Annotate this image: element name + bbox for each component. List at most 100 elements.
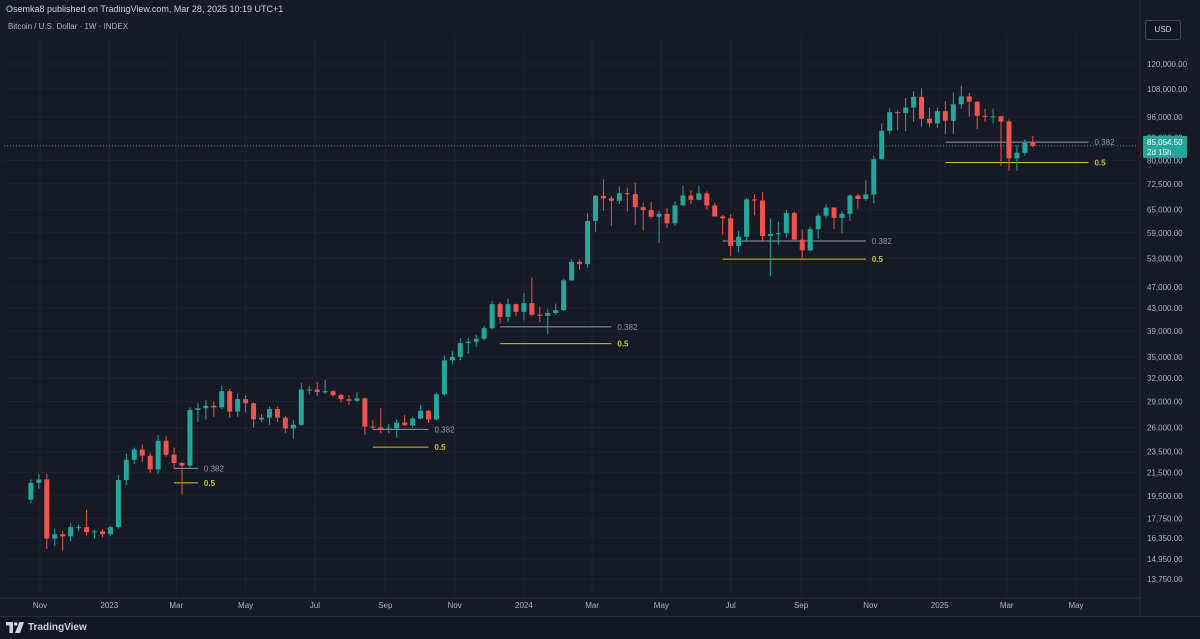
candlestick-chart[interactable]: Nov 2023 Mar May Jul Sep Nov 2024 Mar May Jul Sep No… <box>0 0 1200 616</box>
y-tick-label: 108,000.00 <box>1147 85 1188 94</box>
currency-selector[interactable]: USD <box>1145 20 1181 40</box>
candle-body <box>720 216 726 219</box>
last-price-label: 85,054.50 <box>1147 138 1183 147</box>
fib-level-label: 0.5 <box>435 443 447 452</box>
candle-body <box>68 527 74 537</box>
candle-body <box>648 210 654 217</box>
candle-body <box>60 534 66 537</box>
x-tick-label: Mar <box>1000 601 1014 610</box>
y-tick-label: 29,000.00 <box>1147 398 1183 407</box>
candle-body <box>600 195 606 199</box>
candle-body <box>998 116 1004 122</box>
y-tick-label: 21,500.00 <box>1147 469 1183 478</box>
candle-body <box>227 391 233 412</box>
candle-body <box>282 417 288 429</box>
candle-body <box>1006 121 1012 159</box>
candle-body <box>1014 152 1020 159</box>
y-tick-label: 14,950.00 <box>1147 555 1183 564</box>
candle-body <box>465 341 471 344</box>
x-tick-label: Nov <box>448 601 462 610</box>
candle-body <box>354 398 360 401</box>
fib-level-label: 0.5 <box>872 255 884 264</box>
candle-body <box>36 479 42 483</box>
candle-body <box>783 213 789 234</box>
symbol-legend[interactable]: Bitcoin / U.S. Dollar · 1W · INDEX <box>8 22 129 31</box>
fib-level-label: 0.5 <box>1094 158 1106 167</box>
candle-body <box>656 213 662 217</box>
candle-body <box>672 205 678 224</box>
y-tick-label: 120,000.00 <box>1147 60 1188 69</box>
y-tick-label: 13,750.00 <box>1147 575 1183 584</box>
tradingview-logo-icon <box>6 622 24 633</box>
candle-body <box>950 104 956 121</box>
candle-body <box>378 427 384 430</box>
y-tick-label: 59,000.00 <box>1147 229 1183 238</box>
x-tick-label: Nov <box>33 601 47 610</box>
candle-body <box>990 116 996 118</box>
candle-body <box>712 205 718 217</box>
x-tick-label: 2023 <box>100 601 118 610</box>
fib-level-label: 0.382 <box>617 323 638 332</box>
candle-body <box>402 422 408 426</box>
y-tick-label: 96,000.00 <box>1147 113 1183 122</box>
candle-body <box>982 115 988 117</box>
candle-body <box>919 96 925 119</box>
candle-body <box>370 426 376 428</box>
candle-body <box>235 399 241 412</box>
candle-body <box>195 408 201 410</box>
candle-body <box>243 399 249 404</box>
candle-body <box>537 314 543 316</box>
publisher-caption: Osemka8 published on TradingView.com, Ma… <box>6 4 284 14</box>
candle-body <box>1030 142 1036 146</box>
fib-level-label: 0.5 <box>617 340 629 349</box>
y-tick-label: 16,350.00 <box>1147 534 1183 543</box>
candle-body <box>871 159 877 195</box>
candle-body <box>664 213 670 224</box>
candle-body <box>481 328 487 339</box>
candle-body <box>911 96 917 108</box>
fib-level-label: 0.382 <box>435 425 456 434</box>
candle-body <box>1022 142 1028 153</box>
candle-body <box>52 534 58 539</box>
y-tick-label: 53,000.00 <box>1147 254 1183 263</box>
chart-header: Osemka8 published on TradingView.com, Ma… <box>0 0 1200 20</box>
candle-body <box>266 409 272 418</box>
candle-body <box>799 239 805 251</box>
candle-body <box>505 304 511 317</box>
candle-body <box>974 101 980 116</box>
candle-body <box>28 482 34 500</box>
fib-level-label: 0.382 <box>1094 138 1115 147</box>
candle-body <box>211 405 217 408</box>
candle-body <box>163 440 169 455</box>
candle-body <box>203 405 209 409</box>
candle-body <box>831 207 837 218</box>
y-tick-label: 35,000.00 <box>1147 353 1183 362</box>
candle-body <box>418 410 424 419</box>
candle-body <box>807 229 813 251</box>
candle-body <box>704 193 710 206</box>
candle-body <box>640 207 646 211</box>
candle-body <box>903 107 909 114</box>
candle-body <box>187 409 193 466</box>
candle-body <box>561 280 567 311</box>
candle-body <box>107 527 113 535</box>
candle-body <box>290 424 296 429</box>
candle-body <box>219 391 225 408</box>
candle-body <box>632 194 638 208</box>
candle-body <box>449 356 455 361</box>
x-tick-label: Sep <box>378 601 393 610</box>
y-tick-label: 80,000.00 <box>1147 156 1183 165</box>
candle-body <box>942 111 948 121</box>
candle-body <box>529 303 535 315</box>
candle-body <box>592 195 598 221</box>
candle-body <box>171 454 177 463</box>
footer-bar: TradingView <box>0 616 1200 639</box>
candle-body <box>736 236 742 247</box>
x-tick-label: May <box>654 601 669 610</box>
candle-body <box>767 233 773 237</box>
last-price-tag <box>1143 135 1187 158</box>
candle-body <box>84 527 90 533</box>
tradingview-logo[interactable]: TradingView <box>6 622 87 633</box>
candle-body <box>608 198 614 201</box>
candle-body <box>433 394 439 420</box>
